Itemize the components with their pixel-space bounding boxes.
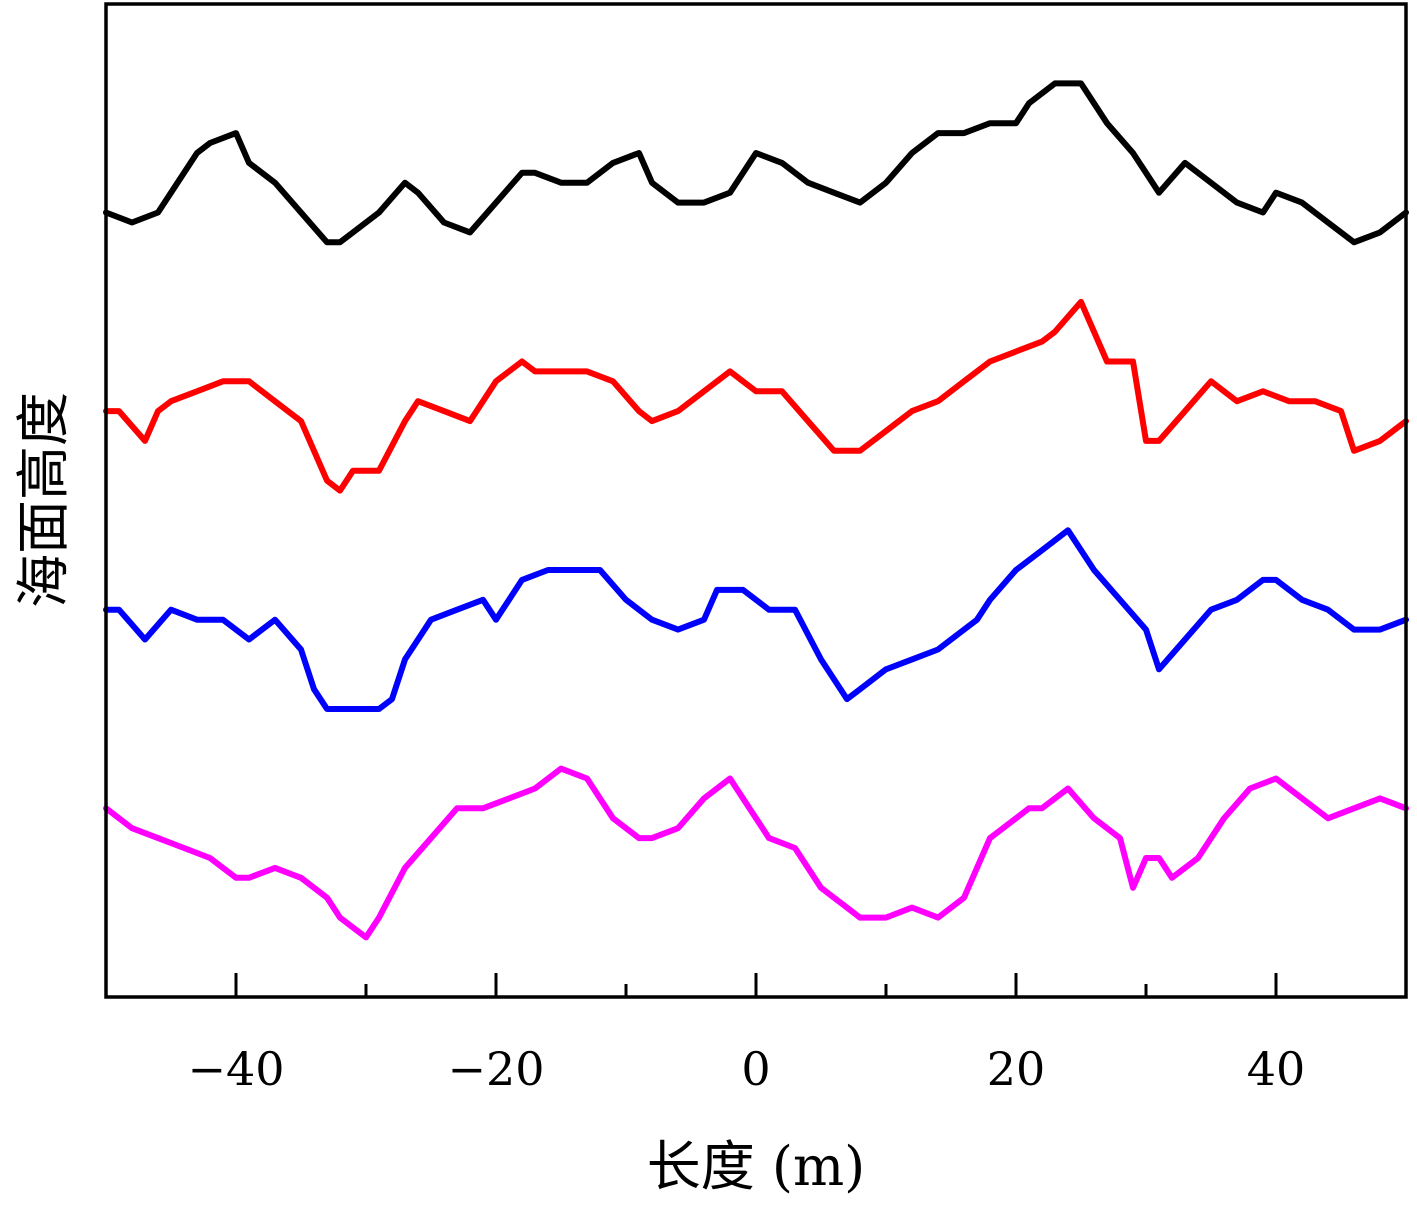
series-line-4 (103, 765, 1409, 941)
x-axis-title: 长度 (m) (647, 1135, 866, 1198)
x-tick-label: 40 (1247, 1042, 1306, 1096)
series-line-1 (103, 80, 1409, 246)
x-axis: −40 −20 0 20 40 (187, 973, 1305, 1096)
x-tick-label: −20 (447, 1042, 544, 1096)
series-line-2 (103, 298, 1409, 494)
x-tick-label: −40 (187, 1042, 284, 1096)
series-line-3 (103, 527, 1409, 712)
y-axis-title: 海面高度 (12, 392, 75, 608)
series-layer (103, 80, 1409, 941)
x-tick-label: 0 (741, 1042, 770, 1096)
x-tick-label: 20 (987, 1042, 1046, 1096)
